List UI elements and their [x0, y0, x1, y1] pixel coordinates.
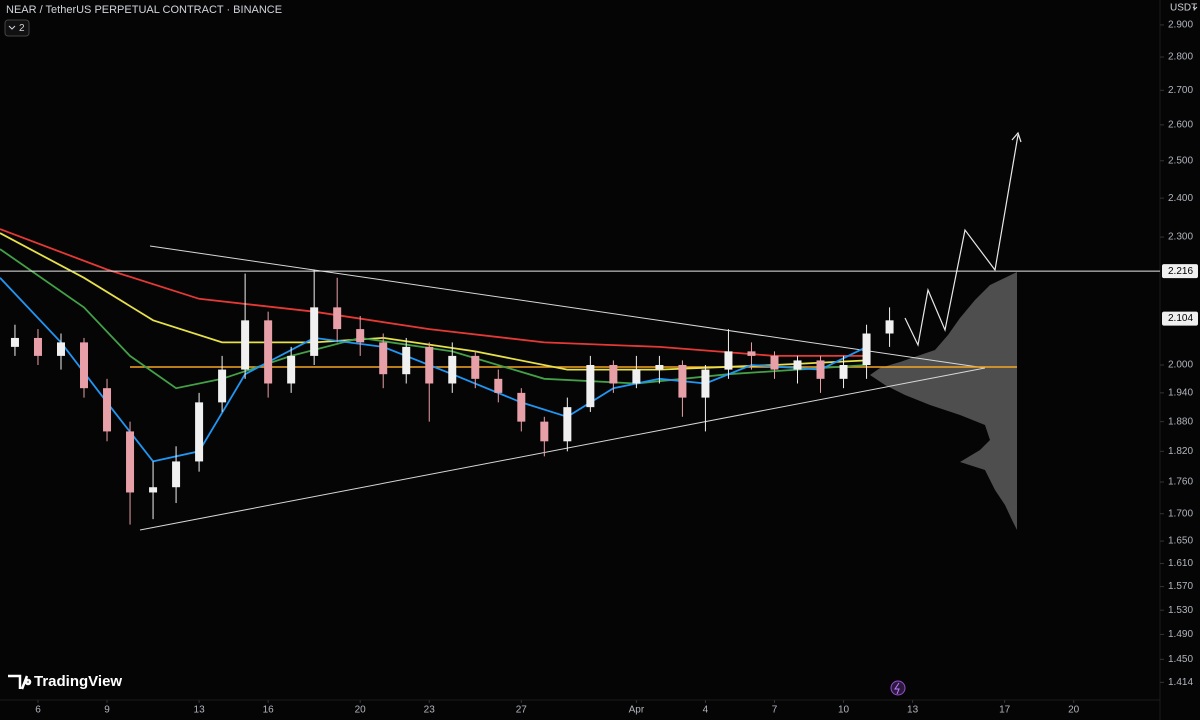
- candle-body: [149, 487, 158, 493]
- candle-body: [264, 320, 273, 384]
- candle-body: [448, 355, 457, 384]
- candle-body: [816, 360, 825, 379]
- candle-body: [724, 351, 733, 370]
- y-tick-label: 1.450: [1168, 654, 1193, 665]
- candle-body: [655, 364, 664, 370]
- projection-arrowhead: [1011, 131, 1022, 143]
- x-tick-label: 20: [1068, 705, 1080, 716]
- y-tick-label: 1.700: [1168, 508, 1193, 519]
- candle-body: [793, 360, 802, 370]
- price-label: 2.104: [1168, 313, 1193, 324]
- y-tick-label: 1.650: [1168, 536, 1193, 547]
- y-tick-label: 1.940: [1168, 388, 1193, 399]
- candle-body: [402, 346, 411, 375]
- x-tick-label: 17: [999, 705, 1011, 716]
- x-tick-label: 10: [838, 705, 850, 716]
- projection-path: [904, 134, 1019, 347]
- brand-logo: [8, 674, 32, 690]
- y-tick-label: 1.570: [1168, 581, 1193, 592]
- candle-body: [310, 307, 319, 356]
- badge-count: 2: [19, 23, 25, 34]
- y-tick-label: 2.800: [1168, 52, 1193, 63]
- alert-icon[interactable]: [890, 680, 906, 696]
- trendline: [149, 245, 986, 369]
- candle-body: [701, 369, 710, 398]
- badge[interactable]: [4, 19, 30, 37]
- candle-body: [770, 355, 779, 370]
- candle-body: [356, 329, 365, 343]
- candle-body: [103, 388, 112, 432]
- candle-body: [609, 364, 618, 384]
- candle-body: [126, 431, 135, 493]
- candle-body: [33, 337, 42, 356]
- candle-body: [494, 378, 503, 393]
- x-tick-label: 27: [516, 705, 528, 716]
- price-label: 2.216: [1168, 266, 1193, 277]
- candle-body: [333, 307, 342, 330]
- x-tick-label: 16: [263, 705, 275, 716]
- candle-body: [172, 461, 181, 488]
- candle-body: [563, 407, 572, 442]
- candle-body: [747, 351, 756, 356]
- candle-body: [540, 421, 549, 442]
- y-tick-label: 2.400: [1168, 193, 1193, 204]
- candle-body: [287, 355, 296, 384]
- x-tick-label: 23: [424, 705, 436, 716]
- x-tick-label: 9: [104, 705, 110, 716]
- currency[interactable]: USDT: [1170, 3, 1197, 14]
- chart-title: NEAR / TetherUS PERPETUAL CONTRACT · BIN…: [6, 4, 282, 16]
- x-tick-label: Apr: [629, 705, 645, 716]
- candle-body: [517, 392, 526, 422]
- y-tick-label: 1.820: [1168, 446, 1193, 457]
- chevron: [8, 25, 16, 30]
- price-label-box: [1162, 264, 1198, 279]
- y-tick-label: 2.900: [1168, 20, 1193, 31]
- candle-body: [241, 320, 250, 370]
- candle-body: [80, 342, 89, 389]
- candle-body: [379, 342, 388, 375]
- y-tick-label: 2.500: [1168, 155, 1193, 166]
- candle-body: [885, 320, 894, 334]
- candle-body: [586, 364, 595, 408]
- x-tick-label: 4: [703, 705, 709, 716]
- x-tick-label: 13: [194, 705, 206, 716]
- candle-body: [218, 369, 227, 403]
- candle-body: [678, 364, 687, 398]
- marks: [0, 228, 894, 525]
- y-tick-label: 1.760: [1168, 477, 1193, 488]
- y-tick-label: 1.530: [1168, 605, 1193, 616]
- y-tick-label: 1.414: [1168, 677, 1193, 688]
- y-tick-label: 2.600: [1168, 119, 1193, 130]
- x-tick-label: 20: [355, 705, 367, 716]
- price-label-box: [1162, 311, 1198, 326]
- trendline: [139, 367, 986, 531]
- candle-body: [195, 402, 204, 462]
- candle-body: [632, 369, 641, 384]
- candle-body: [862, 333, 871, 365]
- y-tick-label: 2.300: [1168, 232, 1193, 243]
- x-tick-label: 6: [35, 705, 41, 716]
- x-tick-label: 13: [907, 705, 919, 716]
- brand: TradingView: [34, 673, 122, 690]
- candle-body: [839, 364, 848, 379]
- y-tick-label: 1.610: [1168, 558, 1193, 569]
- volume-profile: [870, 272, 1017, 530]
- y-tick-label: 1.880: [1168, 416, 1193, 427]
- y-tick-label: 1.490: [1168, 629, 1193, 640]
- bolt: [894, 682, 900, 695]
- moving-average: [0, 228, 867, 357]
- y-tick-label: 2.700: [1168, 85, 1193, 96]
- y-tick-label: 2.000: [1168, 360, 1193, 371]
- candle-body: [10, 337, 19, 347]
- candle-body: [471, 355, 480, 379]
- candle-body: [425, 346, 434, 384]
- x-tick-label: 7: [772, 705, 778, 716]
- candle-body: [56, 342, 65, 356]
- chevron: [1192, 6, 1198, 10]
